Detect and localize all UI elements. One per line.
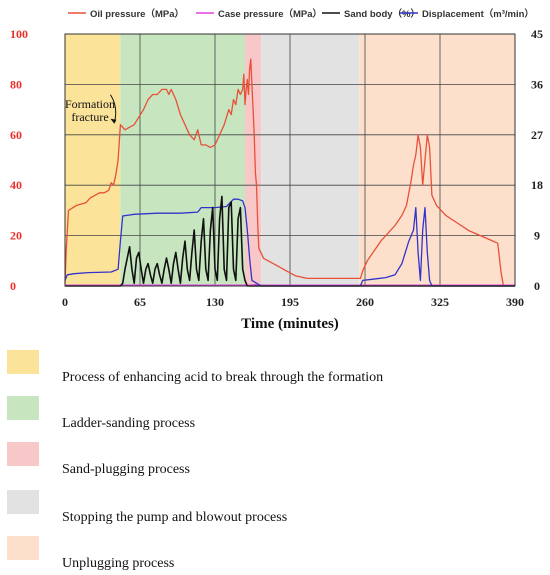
y-right-tick-label: 36 [531,77,543,91]
phase-legend-swatch [7,490,39,514]
x-axis-label: Time (minutes) [241,316,339,332]
phase-legend-swatch [7,350,39,374]
y-left-tick-label: 0 [10,279,16,293]
x-tick-label: 65 [134,295,146,309]
x-tick-label: 390 [506,295,524,309]
phase-legend: Process of enhancing acid to break throu… [7,350,383,571]
x-tick-label: 195 [281,295,299,309]
x-tick-label: 325 [431,295,449,309]
legend-label: Sand body（%） [344,8,420,20]
annotation-text: Formation [65,97,115,111]
phase-band-4 [359,34,515,286]
series-layer [64,58,515,287]
y-left-tick-label: 80 [10,77,22,91]
y-left-tick-label: 100 [10,27,28,41]
phase-band-1 [120,34,245,286]
grid-lines [65,34,515,286]
phase-legend-label: Process of enhancing acid to break throu… [62,370,383,385]
y-right-tick-label: 9 [534,229,540,243]
phase-band-0 [65,34,121,286]
x-tick-label: 0 [62,295,68,309]
x-tick-label: 130 [206,295,224,309]
phase-legend-label: Ladder-sanding process [62,416,195,431]
x-tick-label: 260 [356,295,374,309]
annotation-text: fracture [71,110,108,124]
series-line-1 [65,284,515,286]
plot-frame [64,33,516,287]
phase-bands [65,34,515,286]
y-right-tick-label: 0 [534,279,540,293]
series-line-2 [65,195,515,287]
legend-label: Displacement（m³/min） [422,8,534,20]
y-left-tick-label: 60 [10,128,22,142]
annotation-arrowhead [110,118,117,124]
phase-legend-swatch [7,396,39,420]
phase-legend-label: Stopping the pump and blowout process [62,510,287,525]
series-line-3 [64,198,515,287]
y-left-tick-label: 20 [10,229,22,243]
axis-ticks: 0 20 40 60 80 100 0 9 18 27 36 45 0 65 130 195 260 325 390 [10,27,543,309]
y-right-tick-label: 18 [531,178,543,192]
phase-legend-label: Unplugging process [62,556,174,571]
y-right-tick-label: 27 [531,128,543,142]
phase-legend-swatch [7,442,39,466]
top-legend: Oil pressure（MPa） Case pressure（MPa） Sand … [68,8,534,20]
series-line-0 [64,58,505,287]
legend-label: Case pressure（MPa） [218,8,322,20]
y-right-tick-label: 45 [531,27,543,41]
phase-legend-label: Sand-plugging process [62,462,190,477]
y-left-tick-label: 40 [10,178,22,192]
phase-band-3 [261,34,360,286]
legend-label: Oil pressure（MPa） [90,8,184,20]
phase-legend-swatch [7,536,39,560]
